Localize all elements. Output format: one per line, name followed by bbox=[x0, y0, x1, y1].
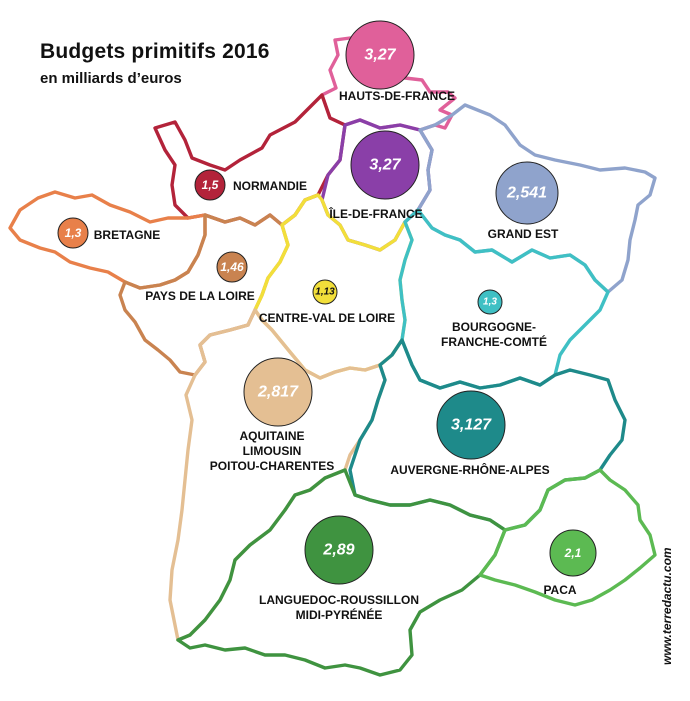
region-borders bbox=[8, 36, 657, 677]
value-label-paca: 2,1 bbox=[564, 546, 582, 560]
value-bubble-paca bbox=[549, 529, 597, 577]
region-name-bourgogne-franche-comte: BOURGOGNE-FRANCHE-COMTÉ bbox=[441, 320, 547, 349]
map-title: Budgets primitifs 2016 bbox=[40, 40, 270, 63]
value-bubble-hauts-de-france bbox=[345, 20, 415, 90]
value-bubble-centre-val-de-loire bbox=[312, 279, 338, 305]
region-name-normandie: NORMANDIE bbox=[233, 179, 307, 193]
region-name-hauts-de-france: HAUTS-DE-FRANCE bbox=[339, 89, 455, 103]
region-border-languedoc bbox=[176, 468, 507, 677]
value-label-centre-val-de-loire: 1,13 bbox=[315, 287, 335, 298]
region-name-pays-de-la-loire: PAYS DE LA LOIRE bbox=[145, 289, 255, 303]
value-bubble-normandie bbox=[194, 169, 226, 201]
region-border-bourgogne-franche-comte bbox=[398, 208, 610, 390]
value-label-ile-de-france: 3,27 bbox=[369, 157, 401, 174]
value-label-grand-est: 2,541 bbox=[506, 185, 547, 202]
value-bubble-bretagne bbox=[57, 217, 89, 249]
region-name-auvergne-rhone-alpes: AUVERGNE-RHÔNE-ALPES bbox=[390, 462, 549, 477]
value-label-aquitaine: 2,817 bbox=[257, 384, 299, 401]
value-label-normandie: 1,5 bbox=[202, 178, 219, 192]
value-bubble-auvergne-rhone-alpes bbox=[436, 390, 506, 460]
value-label-bretagne: 1,3 bbox=[65, 226, 82, 240]
value-label-languedoc: 2,89 bbox=[322, 542, 354, 559]
value-bubble-grand-est bbox=[495, 161, 559, 225]
region-name-languedoc: LANGUEDOC-ROUSSILLON MIDI-PYRÉNÉE bbox=[259, 593, 419, 622]
map-subtitle: en milliards d’euros bbox=[40, 70, 182, 87]
region-name-bretagne: BRETAGNE bbox=[94, 228, 160, 242]
value-label-pays-de-la-loire: 1,46 bbox=[220, 260, 244, 274]
value-bubble-pays-de-la-loire bbox=[216, 251, 248, 283]
region-labels: HAUTS-DE-FRANCE NORMANDIE ÎLE-DE-FRANCE GRA… bbox=[94, 89, 577, 622]
region-name-centre-val-de-loire: CENTRE-VAL DE LOIRE bbox=[259, 311, 395, 325]
value-label-auvergne-rhone-alpes: 3,127 bbox=[451, 417, 492, 434]
region-border-normandie bbox=[153, 93, 347, 227]
region-name-aquitaine: AQUITAINE LIMOUSIN POITOU-CHARENTES bbox=[210, 429, 334, 473]
value-bubble-bourgogne-franche-comte bbox=[477, 289, 503, 315]
value-label-bourgogne-franche-comte: 1,3 bbox=[483, 297, 497, 308]
region-border-paca bbox=[478, 468, 657, 607]
region-name-ile-de-france: ÎLE-DE-FRANCE bbox=[328, 206, 422, 221]
value-bubble-languedoc bbox=[304, 515, 374, 585]
region-bubbles: 3,27 1,5 3,27 2,541 1,3 1,46 1,13 1,3 2,817 3,127… bbox=[57, 20, 597, 585]
value-label-hauts-de-france: 3,27 bbox=[364, 47, 396, 64]
region-name-paca: PACA bbox=[543, 583, 576, 597]
value-bubble-ile-de-france bbox=[350, 130, 420, 200]
region-name-grand-est: GRAND EST bbox=[488, 227, 559, 241]
value-bubble-aquitaine bbox=[243, 357, 313, 427]
